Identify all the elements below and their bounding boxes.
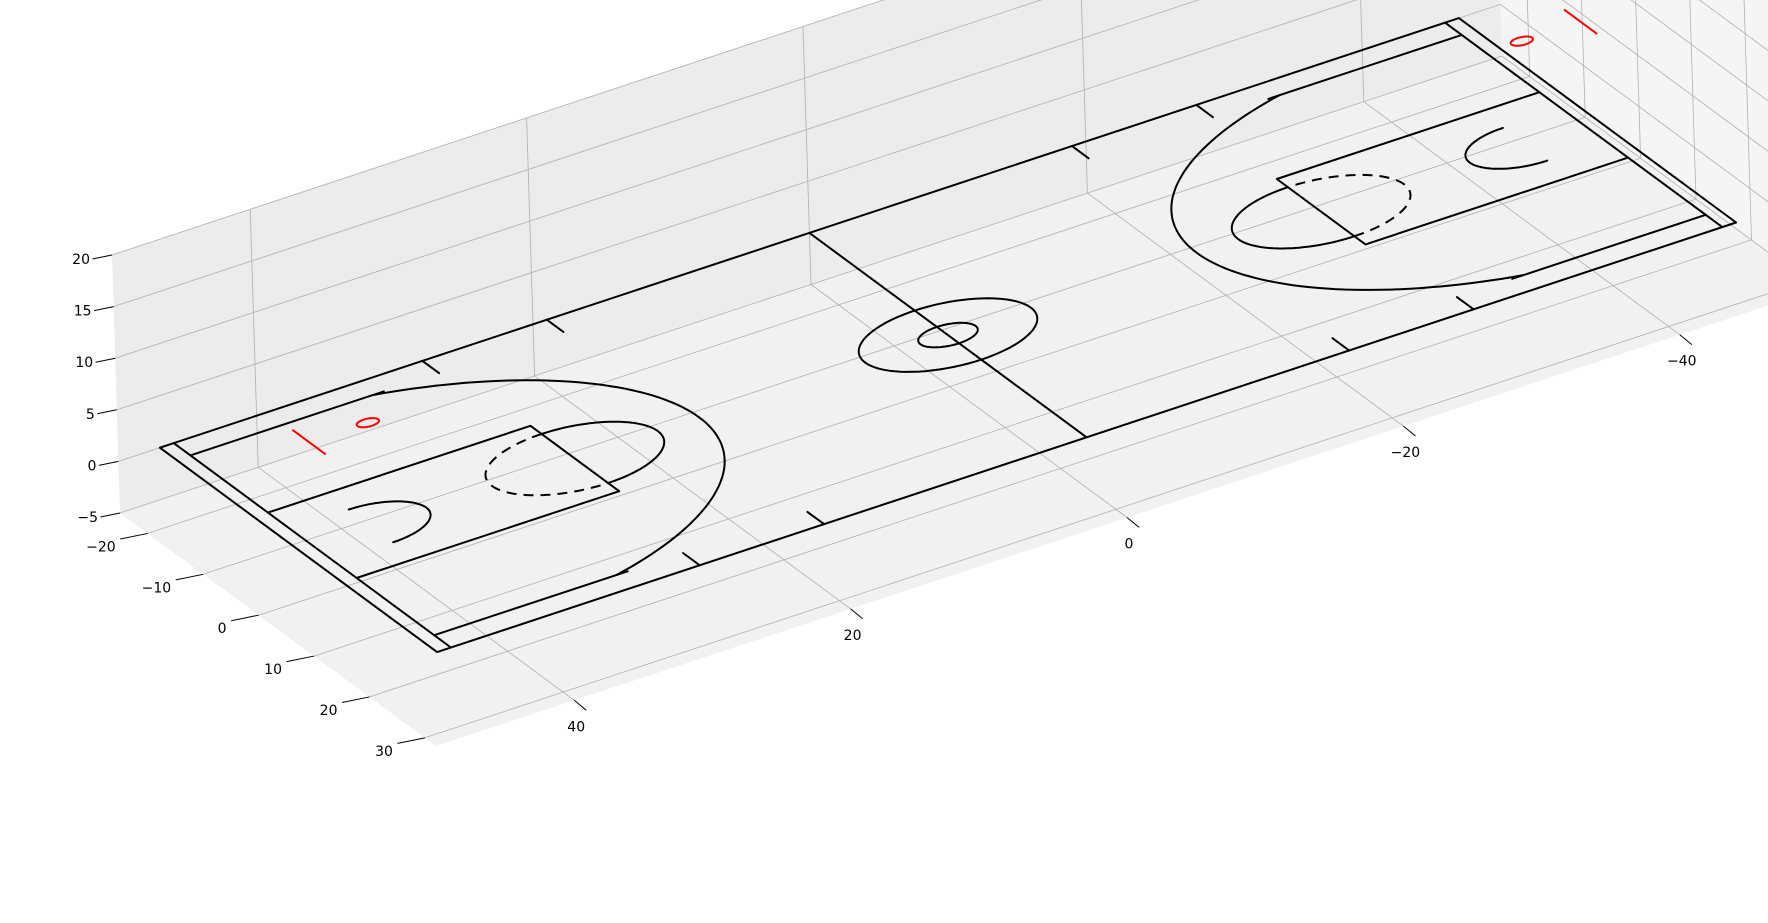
sideline-tick [545,318,565,333]
z-gridline [115,0,1768,359]
z-gridline [116,0,1768,411]
restricted-arc-left [1464,126,1549,170]
floor-pane [120,56,1768,746]
center-inner-circle [917,321,979,349]
three-point-corner-b-left [1511,213,1707,280]
z-gridline [111,0,1768,256]
y-axis-tick [231,614,259,622]
y-axis-tick-label: 20 [320,703,338,719]
y-axis-tick [120,532,148,540]
axes: −40 −20 0 20 40 −20 −10 0 10 20 30 −5 0 5 10 15 20 [72,252,1696,760]
y-axis-tick-label: −20 [86,539,116,555]
back-pane [112,0,1502,513]
x-axis-tick-label: 20 [844,628,862,644]
z-axis-tick-label: 15 [74,304,92,320]
y-axis-tick-label: 30 [375,744,393,760]
three-point-arc-right [371,379,726,576]
sideline-tick [1071,145,1090,160]
court-lines [158,8,1738,654]
rim-right [355,417,380,429]
sideline-tick [682,552,701,567]
axis-panes [112,0,1768,746]
court-outer-boundary [158,17,1738,654]
free-throw-arc-left [1230,186,1356,250]
y-axis-tick [397,737,426,744]
baseline-right [172,442,452,649]
backboard-right [291,428,327,456]
x-axis-tick-label: −40 [1667,354,1697,370]
backboard-left [1563,8,1598,35]
y-axis-tick [286,655,315,663]
x-axis-tick [1403,425,1416,437]
z-axis-tick [97,409,117,415]
restricted-arc-right [347,500,432,544]
x-axis-tick [573,699,587,711]
z-axis-tick-label: 5 [86,407,95,423]
y-axis-tick-label: 10 [264,662,282,678]
lane-right [266,424,621,579]
three-point-corner-b-right [433,570,629,637]
z-axis-tick [93,306,114,312]
y-axis-tick [175,573,204,581]
z-axis-tick-label: −5 [77,510,98,526]
three-point-corner-a-left [1267,33,1463,100]
side-pane [1500,0,1768,253]
rim-left [1509,35,1534,47]
z-axis-tick-label: 0 [87,458,96,474]
free-throw-arc-right [540,420,666,484]
center-circle [857,297,1039,373]
baseline-left [1444,21,1724,229]
z-axis-tick [100,512,121,518]
y-gridline [424,293,1768,739]
three-point-arc-left [1170,94,1525,291]
x-axis-tick [850,608,864,620]
z-axis-tick-label: 10 [75,355,93,371]
y-axis-tick-label: −10 [142,580,172,596]
x-axis-tick-label: −20 [1391,445,1421,461]
z-axis-tick [95,357,116,363]
sideline-tick [1455,296,1475,311]
z-gridline [113,0,1768,307]
sideline-tick [1331,337,1351,352]
x-axis-tick-label: 40 [567,719,585,735]
z-axis-tick [98,460,119,466]
free-throw-arc-dashed-left [1287,173,1412,238]
sideline-tick [421,359,441,375]
z-axis-tick-label: 20 [72,252,90,268]
sideline-tick [1195,103,1214,119]
three-point-corner-a-right [189,390,385,457]
y-axis-tick-label: 0 [218,621,227,637]
sideline-tick [806,510,825,526]
lane-left [1275,91,1630,246]
x-axis-tick [1679,334,1693,345]
z-axis-tick [92,254,113,260]
x-axis-tick [1126,517,1140,528]
x-axis-tick-label: 0 [1125,537,1134,553]
z-gridline [119,55,1768,514]
half-court-line [808,231,1088,439]
free-throw-arc-dashed-right [484,433,609,497]
y-axis-tick [341,696,370,704]
